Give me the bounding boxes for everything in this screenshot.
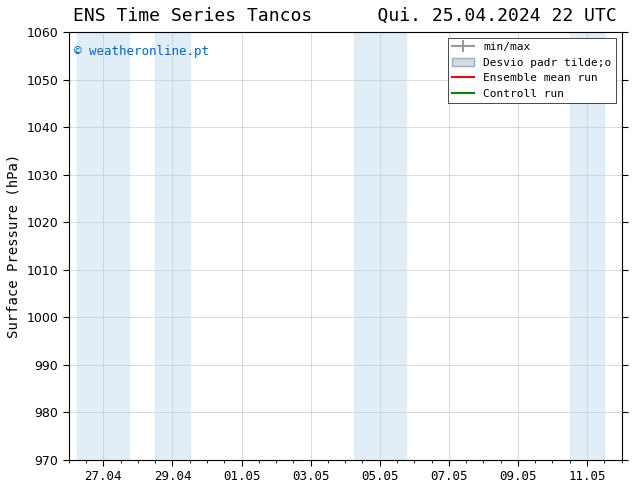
Bar	[570, 32, 604, 460]
Title: ENS Time Series Tancos      Qui. 25.04.2024 22 UTC: ENS Time Series Tancos Qui. 25.04.2024 2…	[74, 7, 617, 25]
Bar	[155, 32, 190, 460]
Legend: min/max, Desvio padr tilde;o, Ensemble mean run, Controll run: min/max, Desvio padr tilde;o, Ensemble m…	[448, 38, 616, 103]
Y-axis label: Surface Pressure (hPa): Surface Pressure (hPa)	[7, 154, 21, 338]
Bar	[354, 32, 406, 460]
Text: © weatheronline.pt: © weatheronline.pt	[74, 45, 209, 58]
Bar	[77, 32, 129, 460]
